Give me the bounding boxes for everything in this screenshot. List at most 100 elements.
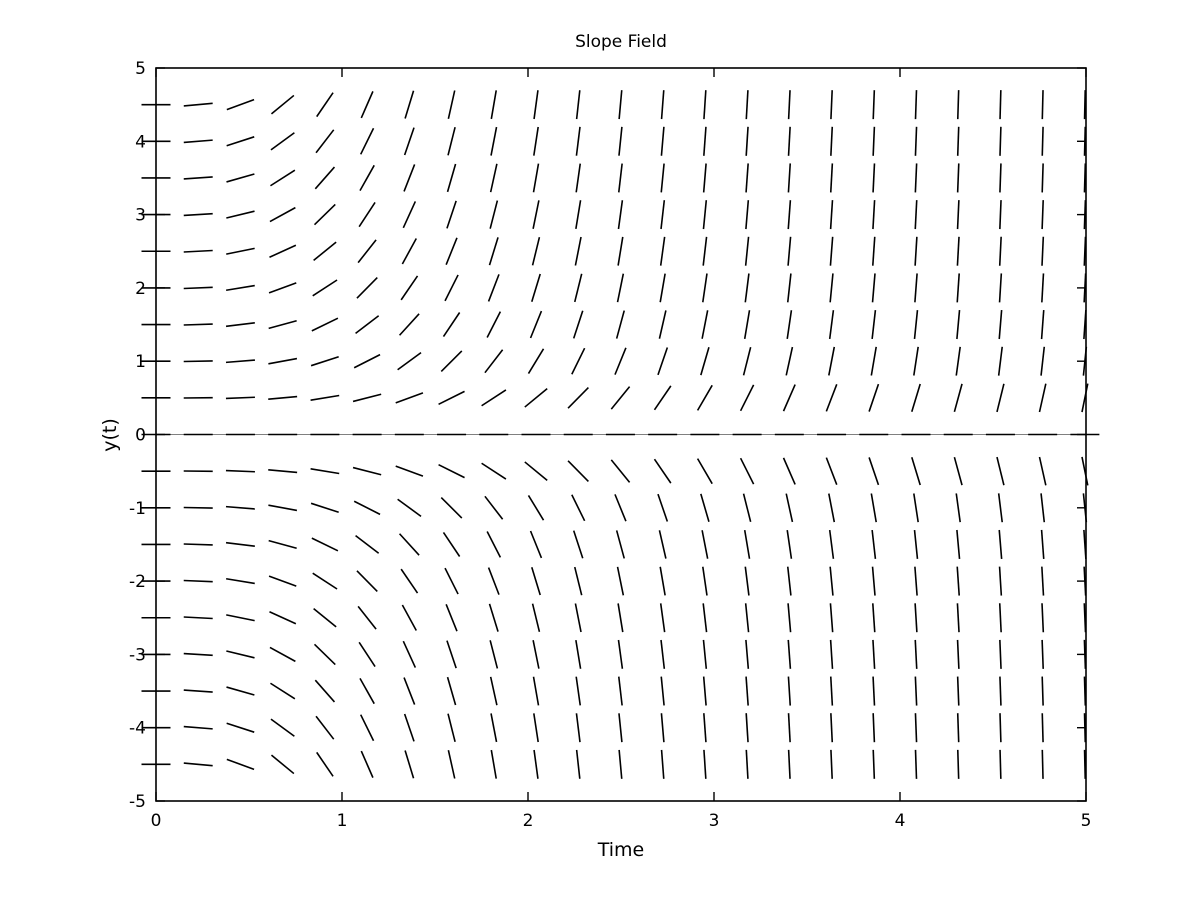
slope-segment [524,388,548,408]
x-tick-label: 4 [895,811,906,831]
slope-segment [956,676,960,706]
slope-segment [999,713,1002,743]
slope-segment [183,360,213,363]
slope-segment [484,349,504,374]
slope-segment [398,533,420,556]
slope-segment [1081,456,1089,486]
slope-segment [786,273,792,303]
slope-segment [828,529,835,559]
slope-segment [829,236,834,266]
slope-segment [310,502,339,514]
slope-segment [996,383,1005,413]
slope-segment [311,537,339,552]
slope-segment [745,639,750,669]
slope-segment [529,530,543,559]
plot-frame [155,67,1087,802]
slope-segment [486,531,502,558]
slope-segment [830,126,834,156]
slope-segment [617,603,624,633]
slope-segment [395,465,424,477]
slope-segment [183,286,213,290]
slope-segment [489,163,498,193]
slope-segment [871,603,876,633]
x-tick-label: 2 [523,811,534,831]
slope-segment [1041,639,1044,669]
slope-segment [700,493,710,522]
slope-segment [403,127,415,156]
slope-segment [999,749,1002,779]
slope-segment [1040,346,1046,376]
slope-segment [739,457,755,485]
slope-segment [745,90,749,120]
slope-segment [615,530,626,559]
y-tick-label: 4 [135,132,146,152]
slope-segment [183,176,213,180]
slope-segment [357,239,377,264]
slope-segment [996,456,1005,486]
slope-segment [527,348,545,375]
slope-segment [1041,273,1045,303]
slope-segment [1081,383,1089,413]
slope-segment [403,677,416,705]
slope-segment [484,495,504,520]
slope-segment [872,639,876,669]
slope-segment [575,126,581,156]
slope-segment [703,90,707,120]
slope-segment [1040,310,1045,340]
slope-segments [141,90,1100,779]
slope-segment [481,389,507,407]
slope-segment [358,202,376,228]
slope-segment [359,714,375,742]
slope-segment [567,386,589,409]
slope-segment [401,604,417,631]
slope-segment [575,639,582,669]
slope-segment [618,90,623,120]
chart-title: Slope Field [575,32,667,52]
slope-segment [226,686,255,696]
y-tick-label: -2 [129,572,146,592]
slope-segment [659,273,666,303]
slope-segment [402,201,417,229]
slope-segment [702,566,708,596]
slope-segment [703,713,707,743]
slope-segment [313,203,336,226]
slope-segment [829,566,834,596]
slope-segment [183,212,213,217]
slope-segment [268,575,297,587]
slope-segment [997,346,1004,376]
slope-segment [444,567,459,595]
slope-segment [787,236,792,266]
slope-segment [490,90,498,120]
slope-segment [400,568,419,594]
slope-segment [360,750,374,778]
slope-segment [829,603,834,633]
slope-segment [447,90,456,119]
slope-segment [998,566,1003,596]
slope-segment [268,504,298,512]
slope-segment [313,607,337,628]
slope-segment [270,94,295,115]
slope-segment [310,468,340,475]
slope-segment [1083,163,1087,193]
slope-segment [744,603,750,633]
slope-segment [183,616,213,620]
slope-segment [913,493,919,523]
slope-segment [226,98,255,111]
slope-segment [872,749,876,779]
slope-segment [745,713,749,743]
slope-segment [447,713,456,742]
slope-segment [268,357,298,365]
slope-segment [1040,529,1045,559]
slope-segment [442,531,461,557]
slope-segment [490,126,498,156]
slope-segment [657,347,669,376]
slope-segment [614,347,627,375]
slope-segment [660,676,665,706]
slope-segment [825,384,838,412]
slope-segment [870,493,877,523]
slope-segment [574,603,582,633]
slope-segment [745,676,749,706]
slope-segment [956,163,960,193]
slope-segment [269,206,296,223]
slope-segment [913,529,919,559]
